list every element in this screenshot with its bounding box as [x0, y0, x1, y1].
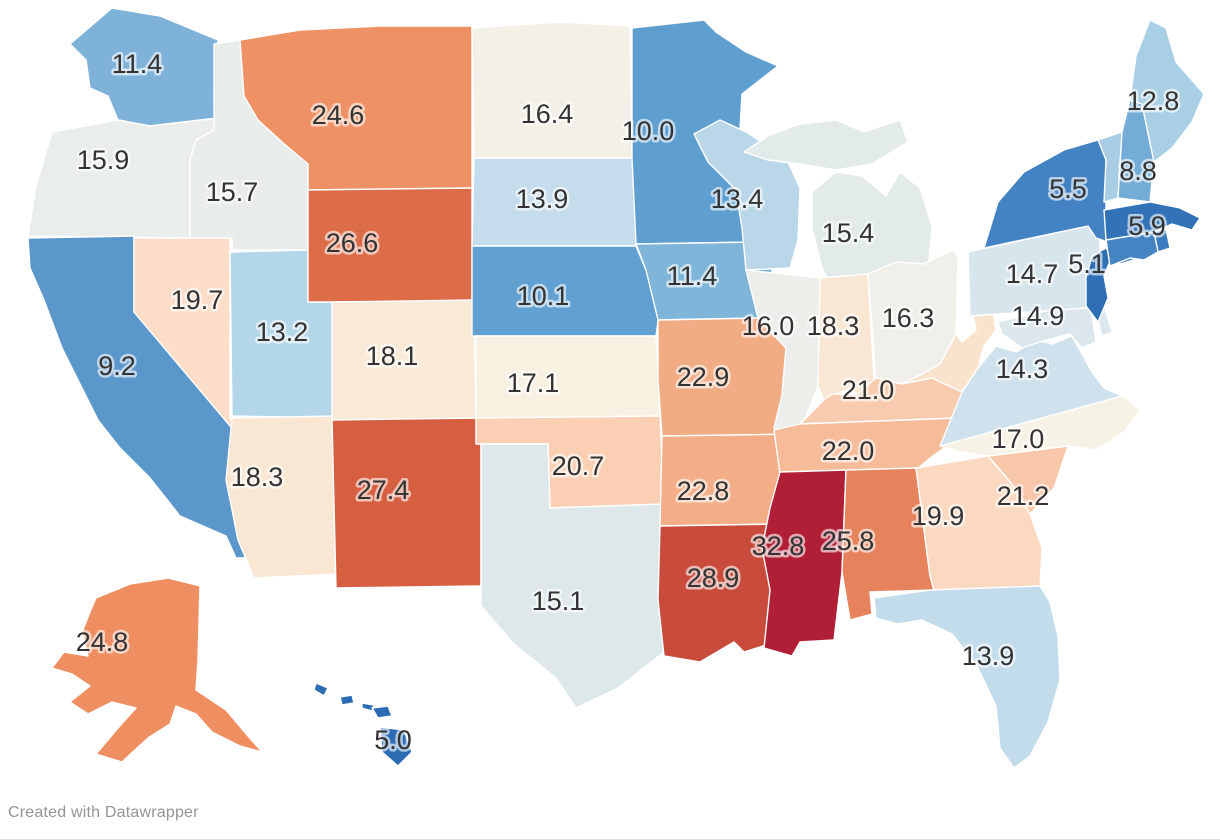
state-vermont[interactable] [1097, 131, 1123, 203]
state-alaska[interactable] [51, 577, 263, 763]
label-ma: 5.9 [1128, 211, 1166, 241]
state-mississippi[interactable] [761, 469, 847, 657]
label-mn: 10.0 [622, 116, 675, 146]
label-ga: 19.9 [912, 501, 965, 531]
label-mi: 15.4 [822, 218, 875, 248]
label-ut: 13.2 [256, 317, 309, 347]
label-oh: 16.3 [882, 303, 935, 333]
state-north-carolina[interactable] [939, 395, 1141, 457]
label-ok: 20.7 [552, 451, 605, 481]
label-nm: 27.4 [357, 475, 410, 505]
label-tn: 22.0 [822, 436, 875, 466]
label-ks: 17.1 [507, 368, 560, 398]
state-maine[interactable] [1129, 19, 1205, 163]
state-shapes [27, 7, 1205, 769]
state-north-dakota[interactable] [471, 21, 633, 159]
label-pa: 14.7 [1006, 259, 1059, 289]
label-fl: 13.9 [962, 641, 1015, 671]
state-connecticut[interactable] [1105, 231, 1159, 267]
label-ny: 5.5 [1049, 174, 1087, 204]
state-florida[interactable] [873, 585, 1061, 769]
label-va: 14.3 [996, 354, 1049, 384]
label-il: 16.0 [742, 311, 795, 341]
label-ak: 24.8 [76, 627, 129, 657]
label-la: 28.9 [687, 563, 740, 593]
label-mt: 24.6 [312, 100, 365, 130]
label-nd: 16.4 [521, 99, 574, 129]
state-value-labels: 11.4 15.9 15.7 24.6 26.6 19.7 13.2 9.2 1… [73, 47, 1182, 758]
us-choropleth-map: 11.4 15.9 15.7 24.6 26.6 19.7 13.2 9.2 1… [27, 7, 1205, 769]
label-nj: 5.1 [1068, 249, 1106, 279]
label-nc: 17.0 [992, 424, 1045, 454]
label-az: 18.3 [231, 462, 284, 492]
label-md: 14.9 [1012, 301, 1065, 331]
label-hi: 5.0 [374, 725, 412, 755]
datawrapper-attribution-link[interactable]: Created with Datawrapper [8, 804, 199, 821]
label-al: 25.8 [822, 526, 875, 556]
label-wy: 26.6 [326, 228, 379, 258]
label-or: 15.9 [77, 145, 130, 175]
state-arizona[interactable] [225, 415, 341, 579]
label-me: 12.8 [1127, 86, 1180, 116]
label-id: 15.7 [206, 177, 259, 207]
state-kansas[interactable] [475, 335, 661, 419]
label-nh: 8.8 [1119, 156, 1157, 186]
label-ia: 11.4 [667, 261, 718, 291]
label-sd: 13.9 [516, 184, 569, 214]
label-ne: 10.1 [517, 281, 570, 311]
label-ca: 9.2 [98, 351, 136, 381]
label-co: 18.1 [366, 341, 419, 371]
label-ky: 21.0 [842, 375, 895, 405]
label-wa: 11.4 [112, 49, 163, 79]
state-hawaii[interactable] [313, 682, 413, 767]
label-sc: 21.2 [997, 481, 1050, 511]
state-indiana[interactable] [817, 273, 875, 401]
label-ms: 32.8 [752, 531, 805, 561]
label-tx: 15.1 [532, 586, 585, 616]
state-michigan[interactable] [743, 119, 933, 303]
label-mo: 22.9 [677, 362, 730, 392]
label-nv: 19.7 [171, 285, 224, 315]
label-ar: 22.8 [677, 476, 730, 506]
label-wi: 13.4 [711, 184, 764, 214]
label-in: 18.3 [807, 311, 860, 341]
